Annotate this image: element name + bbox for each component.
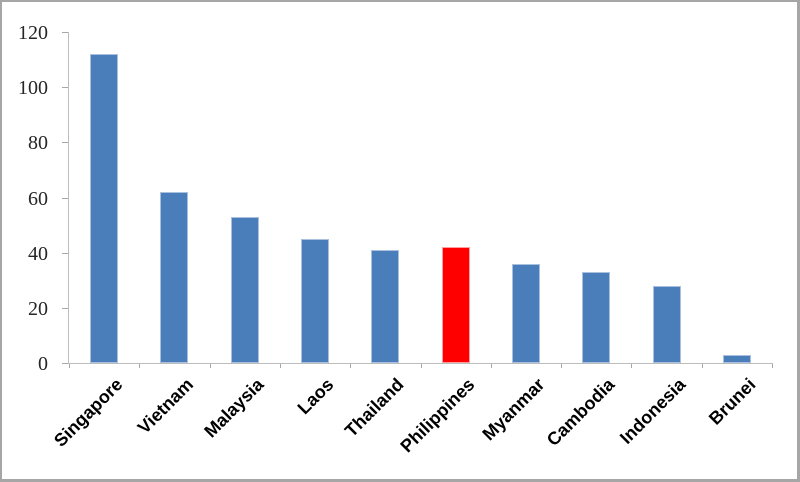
- category-label-singapore: Singapore: [50, 374, 127, 451]
- category-label-myanmar: Myanmar: [478, 374, 549, 445]
- y-tick-label: 0: [38, 353, 48, 375]
- y-axis-tick: [62, 32, 68, 33]
- y-tick-label: 40: [28, 242, 48, 265]
- bar-brunei: [723, 355, 751, 363]
- y-axis-tick: [62, 197, 68, 199]
- category-label-cambodia: Cambodia: [543, 374, 619, 450]
- x-axis-tick: [139, 364, 140, 368]
- category-label-indonesia: Indonesia: [615, 374, 689, 448]
- bar-myanmar: [512, 264, 540, 363]
- y-tick-label: 80: [28, 132, 48, 155]
- x-axis-tick: [561, 364, 562, 368]
- bar-malaysia: [231, 217, 259, 363]
- y-axis-tick: [62, 87, 68, 89]
- y-axis-tick: [62, 363, 68, 364]
- x-axis-tick: [210, 364, 211, 368]
- x-axis-tick: [631, 364, 632, 368]
- bar-laos: [301, 239, 329, 363]
- category-label-malaysia: Malaysia: [199, 374, 268, 442]
- y-axis-tick: [62, 252, 68, 254]
- y-axis-line: [68, 32, 69, 364]
- bar-thailand: [371, 250, 399, 363]
- x-axis-tick: [350, 364, 351, 368]
- category-label-vietnam: Vietnam: [133, 374, 197, 438]
- category-label-laos: Laos: [293, 374, 338, 419]
- bar-philippines-highlighted: [442, 247, 470, 363]
- y-axis-tick: [62, 142, 68, 144]
- y-axis-tick: [62, 307, 68, 309]
- y-tick-label: 100: [18, 77, 48, 100]
- x-axis-tick: [491, 364, 492, 368]
- x-axis-tick: [772, 364, 773, 368]
- bar-cambodia: [582, 272, 610, 363]
- y-tick-label: 60: [28, 187, 48, 210]
- x-axis-tick: [702, 364, 703, 368]
- bar-indonesia: [653, 286, 681, 363]
- x-axis-tick: [280, 364, 281, 368]
- y-tick-label: 120: [18, 22, 48, 44]
- x-axis-tick: [421, 364, 422, 368]
- y-tick-label: 20: [28, 297, 48, 320]
- x-axis-tick: [69, 364, 70, 368]
- category-label-thailand: Thailand: [341, 374, 408, 441]
- x-axis-line: [68, 363, 773, 364]
- category-label-brunei: Brunei: [704, 374, 760, 429]
- bar-singapore: [90, 54, 118, 363]
- category-label-philippines: Philippines: [396, 374, 479, 457]
- bar-vietnam: [160, 192, 188, 363]
